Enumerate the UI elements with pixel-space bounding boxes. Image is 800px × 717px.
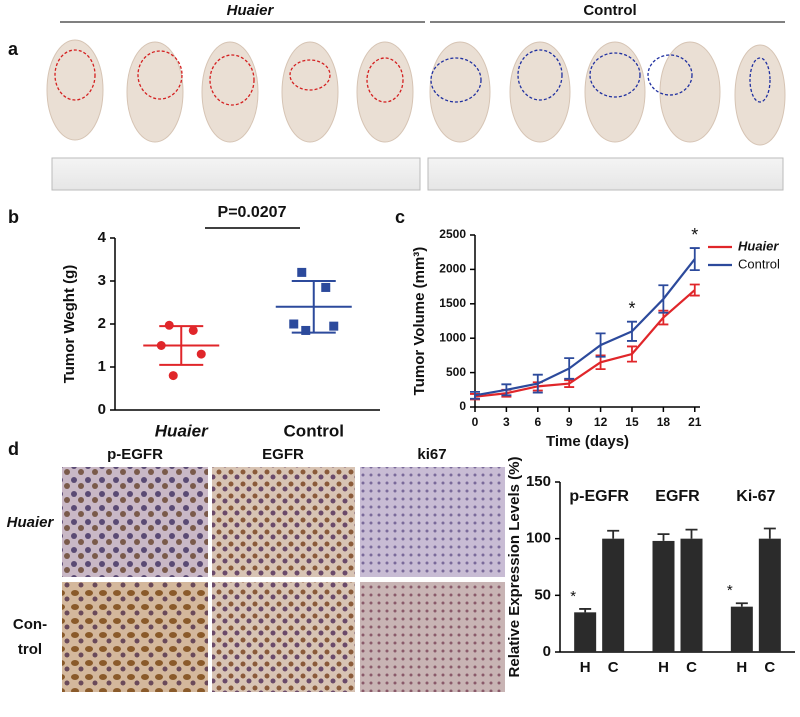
- point: [188, 325, 198, 335]
- significance: *: [628, 298, 635, 318]
- legend-label: Huaier: [738, 238, 779, 253]
- y-tick-label: 2: [98, 315, 106, 332]
- y-tick-label: 2000: [439, 262, 466, 276]
- bar: [602, 538, 625, 652]
- y-tick-label: 150: [526, 473, 551, 490]
- ihc-row: trol: [18, 641, 42, 658]
- error-bar: [159, 325, 204, 366]
- y-tick-label: 500: [446, 365, 466, 379]
- bar: [730, 606, 753, 652]
- error-bar: [735, 602, 748, 607]
- ihc-row: Huaier: [7, 514, 55, 531]
- group-label: p-EGFR: [569, 488, 629, 505]
- y-tick-label: 0: [459, 399, 466, 413]
- group-title: Huaier: [227, 2, 275, 19]
- x-tick-label: H: [658, 659, 669, 676]
- y-tick-label: 4: [98, 229, 107, 246]
- error-bar: [607, 529, 620, 539]
- error-bar: [291, 280, 336, 334]
- bar: [652, 540, 675, 652]
- ihc-column: ki67: [417, 446, 446, 463]
- group-label: Ki-67: [736, 488, 775, 505]
- y-axis-label: Tumor Weght (g): [61, 265, 78, 384]
- x-tick-label: Huaier: [155, 421, 209, 440]
- point: [329, 321, 339, 331]
- y-tick-label: 1: [98, 358, 106, 375]
- x-tick-label: 21: [688, 415, 702, 429]
- y-tick-label: 1000: [439, 330, 466, 344]
- point: [168, 371, 178, 381]
- panel-label: d: [8, 439, 19, 459]
- ihc-images: [62, 467, 505, 692]
- y-axis-label: Tumor Volume (mm³): [411, 247, 428, 396]
- legend-label: Control: [738, 256, 780, 271]
- error-bar: [763, 527, 776, 539]
- x-axis-label: Time (days): [546, 433, 629, 450]
- significance: *: [570, 588, 576, 605]
- x-tick-label: 6: [534, 415, 541, 429]
- significance: *: [727, 582, 733, 599]
- x-tick-label: 9: [566, 415, 573, 429]
- ihc-column: EGFR: [262, 446, 304, 463]
- x-tick-label: C: [686, 659, 697, 676]
- ihc-row: Con-: [13, 616, 47, 633]
- panel-label: b: [8, 207, 19, 227]
- significance: *: [691, 225, 698, 245]
- x-tick-label: H: [736, 659, 747, 676]
- y-tick-label: 100: [526, 530, 551, 547]
- x-tick-label: Control: [284, 421, 344, 440]
- series-line: [474, 289, 696, 398]
- error-bar: [579, 608, 592, 613]
- point: [301, 325, 311, 335]
- x-tick-label: 18: [657, 415, 671, 429]
- error-bar: [685, 528, 698, 539]
- y-tick-label: 50: [534, 586, 551, 603]
- x-tick-label: C: [608, 659, 619, 676]
- panel-label: a: [8, 39, 19, 59]
- x-tick-label: 15: [625, 415, 639, 429]
- group-label: EGFR: [655, 488, 700, 505]
- x-tick-label: 3: [503, 415, 510, 429]
- series-line: [474, 258, 696, 397]
- point: [289, 319, 299, 329]
- bar: [574, 612, 597, 652]
- bar: [680, 538, 703, 652]
- group-title: Control: [583, 2, 636, 19]
- y-tick-label: 0: [98, 401, 106, 418]
- error-bar: [657, 533, 670, 541]
- point: [196, 349, 206, 359]
- y-tick-label: 2500: [439, 227, 466, 241]
- y-tick-label: 1500: [439, 296, 466, 310]
- y-tick-label: 3: [98, 272, 106, 289]
- panel-label: c: [395, 207, 405, 227]
- bar: [758, 538, 781, 652]
- x-tick-label: C: [764, 659, 775, 676]
- x-tick-label: 12: [594, 415, 608, 429]
- point: [297, 267, 307, 277]
- point: [321, 282, 331, 292]
- y-tick-label: 0: [543, 643, 551, 660]
- annotation: P=0.0207: [218, 204, 287, 221]
- mouse-photos: [30, 25, 786, 191]
- x-tick-label: H: [580, 659, 591, 676]
- y-axis-label: Relative Expression Levels (%): [506, 457, 523, 678]
- x-tick-label: 0: [472, 415, 479, 429]
- ihc-column: p-EGFR: [107, 446, 163, 463]
